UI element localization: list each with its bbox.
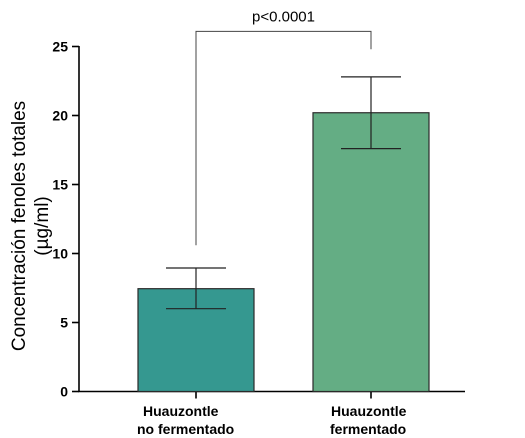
y-tick-label-20: 20 [52, 108, 68, 124]
y-tick-label-10: 10 [52, 246, 68, 262]
bars [137, 112, 430, 393]
y-tick-label-15: 15 [52, 177, 68, 193]
category-label-0-line-0: Huauzontle [143, 403, 219, 419]
significance-bracket: p<0.0001 [195, 8, 372, 246]
x-axis [78, 390, 465, 399]
y-axis-label-line-1: (µg/ml) [32, 196, 53, 256]
category-label-1-line-0: Huauzontle [331, 403, 407, 419]
y-axis-label-line-0: Concentración fenoles totales [9, 101, 30, 351]
category-label-1-line-1: fermentado [330, 421, 406, 437]
y-tick-label-0: 0 [60, 384, 68, 400]
category-labels: Huauzontle no fermentado Huauzontle ferment… [137, 403, 407, 437]
y-axis: 0 5 10 15 20 25 [52, 39, 80, 400]
category-label-0-line-1: no fermentado [137, 421, 234, 437]
significance-bracket-line [195, 30, 372, 246]
y-axis-label: Concentración fenoles totales (µg/ml) [9, 101, 53, 351]
y-tick-label-5: 5 [60, 315, 68, 331]
y-tick-label-25: 25 [52, 39, 68, 55]
bar-1 [312, 112, 430, 393]
significance-label: p<0.0001 [252, 8, 315, 25]
error-bars [166, 76, 401, 310]
